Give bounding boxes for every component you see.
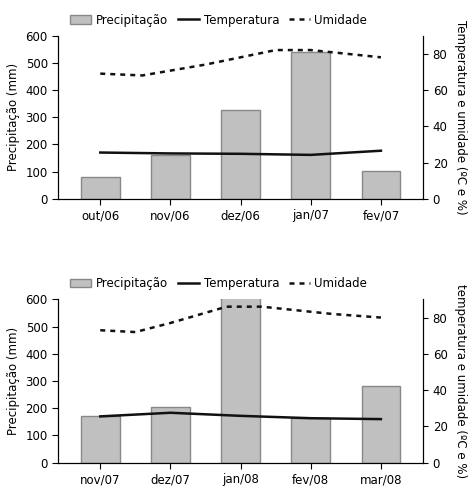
Bar xyxy=(81,417,119,462)
Y-axis label: Precipitação (mm): Precipitação (mm) xyxy=(7,63,20,171)
Bar xyxy=(81,177,119,199)
Bar xyxy=(292,52,330,199)
Legend: Precipitação, Temperatura, Umidade: Precipitação, Temperatura, Umidade xyxy=(65,273,372,295)
Y-axis label: Precipitação (mm): Precipitação (mm) xyxy=(7,327,20,435)
Bar xyxy=(151,155,190,199)
Y-axis label: Temperatura e umidade (ºC e %): Temperatura e umidade (ºC e %) xyxy=(454,20,467,214)
Bar xyxy=(292,418,330,462)
Bar xyxy=(221,294,260,462)
Bar xyxy=(151,407,190,462)
Legend: Precipitação, Temperatura, Umidade: Precipitação, Temperatura, Umidade xyxy=(65,9,372,31)
Y-axis label: temperatura e umidade (ºC e %): temperatura e umidade (ºC e %) xyxy=(454,284,467,478)
Bar xyxy=(221,110,260,199)
Bar xyxy=(362,386,400,462)
Bar xyxy=(362,171,400,199)
